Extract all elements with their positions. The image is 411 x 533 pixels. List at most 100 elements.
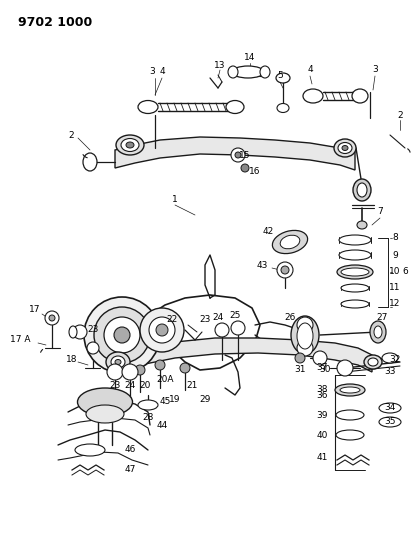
Polygon shape [115,338,372,372]
Ellipse shape [121,139,139,151]
Ellipse shape [352,89,368,103]
Text: 46: 46 [124,446,136,455]
Ellipse shape [341,284,369,292]
Text: 24: 24 [125,381,136,390]
Ellipse shape [339,250,371,260]
Ellipse shape [353,179,371,201]
Text: 2: 2 [68,131,74,140]
Ellipse shape [337,265,373,279]
Circle shape [180,363,190,373]
Ellipse shape [382,353,398,363]
Circle shape [313,351,327,365]
Text: 33: 33 [384,367,396,376]
Text: 3: 3 [149,68,155,77]
Ellipse shape [277,103,289,112]
Ellipse shape [341,268,369,276]
Circle shape [122,364,138,380]
Text: 29: 29 [199,395,211,405]
Ellipse shape [138,400,158,410]
Ellipse shape [357,183,367,197]
Text: 23: 23 [109,381,121,390]
Circle shape [337,360,353,376]
Ellipse shape [86,405,124,423]
Circle shape [104,317,140,353]
Ellipse shape [291,316,319,354]
Text: 47: 47 [124,465,136,474]
Circle shape [277,262,293,278]
Text: 38: 38 [316,385,328,394]
Text: 15: 15 [239,150,251,159]
Ellipse shape [116,135,144,155]
Text: 34: 34 [384,403,396,413]
Ellipse shape [336,410,364,420]
Ellipse shape [69,326,77,338]
Text: 41: 41 [316,454,328,463]
Ellipse shape [272,230,307,254]
Circle shape [114,327,130,343]
Ellipse shape [126,142,134,148]
Text: 18: 18 [66,356,78,365]
Text: 11: 11 [389,284,401,293]
Text: 17: 17 [29,305,41,314]
Circle shape [73,325,87,339]
Ellipse shape [115,359,121,365]
Ellipse shape [342,146,348,150]
Text: 24: 24 [212,313,224,322]
Ellipse shape [357,221,367,229]
Circle shape [155,360,165,370]
Text: 7: 7 [377,207,383,216]
Ellipse shape [303,89,323,103]
Circle shape [215,323,229,337]
Ellipse shape [280,235,300,249]
Ellipse shape [334,139,356,157]
Text: 39: 39 [316,410,328,419]
Circle shape [149,317,175,343]
Ellipse shape [297,323,313,349]
Text: 20: 20 [139,381,151,390]
Circle shape [297,340,313,356]
Text: 35: 35 [384,417,396,426]
Ellipse shape [78,388,132,416]
Ellipse shape [339,235,371,245]
Text: 40: 40 [316,431,328,440]
Text: 23: 23 [199,316,211,325]
Ellipse shape [379,403,401,413]
Circle shape [135,365,145,375]
Text: 6: 6 [402,268,408,277]
Ellipse shape [374,326,382,338]
Circle shape [94,307,150,363]
Text: 45: 45 [159,398,171,407]
Text: 9: 9 [392,251,398,260]
Ellipse shape [338,142,352,154]
Ellipse shape [228,66,238,78]
Ellipse shape [341,300,369,308]
Text: 4: 4 [159,68,165,77]
Ellipse shape [364,355,382,369]
Ellipse shape [370,321,386,343]
Text: 5: 5 [277,70,283,79]
Text: 42: 42 [262,228,274,237]
Ellipse shape [232,66,264,78]
Ellipse shape [111,356,125,368]
Ellipse shape [75,444,105,456]
Text: 22: 22 [166,316,178,325]
Ellipse shape [336,430,364,440]
Text: 3: 3 [372,66,378,75]
Text: 2: 2 [397,110,403,119]
Circle shape [45,311,59,325]
Text: 37: 37 [316,362,328,372]
Text: 27: 27 [376,313,388,322]
Text: 9702 1000: 9702 1000 [18,16,92,29]
Circle shape [107,364,123,380]
Text: 17 A: 17 A [10,335,30,344]
Text: 23: 23 [87,326,99,335]
Text: 16: 16 [249,167,261,176]
Text: 32: 32 [389,356,401,365]
Ellipse shape [368,358,378,366]
Text: 25: 25 [229,311,241,320]
Text: 14: 14 [244,52,256,61]
Text: 36: 36 [316,391,328,400]
Circle shape [235,152,241,158]
Text: 12: 12 [389,300,401,309]
Text: 28: 28 [142,414,154,423]
